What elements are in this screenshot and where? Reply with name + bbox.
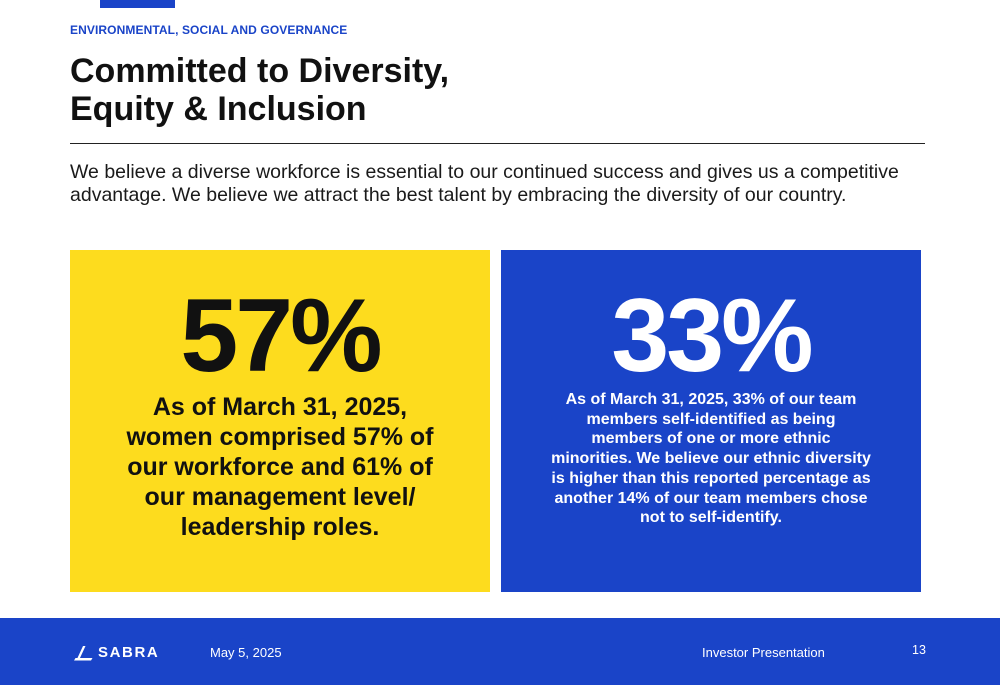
ethnic-diversity-stat-card: 33% As of March 31, 2025, 33% of our tea…: [501, 250, 921, 592]
ethnic-stat-value: 33%: [611, 278, 813, 394]
women-stat-card: 57% As of March 31, 2025, women comprise…: [70, 250, 490, 592]
women-stat-description: As of March 31, 2025, women comprised 57…: [126, 393, 434, 541]
top-accent-bar: [100, 0, 175, 8]
section-eyebrow: ENVIRONMENTAL, SOCIAL AND GOVERNANCE: [70, 23, 348, 37]
page-title: Committed to Diversity, Equity & Inclusi…: [70, 52, 770, 128]
title-line-2: Equity & Inclusion: [70, 90, 367, 128]
sabra-logo: SABRA: [74, 644, 159, 661]
title-line-1: Committed to Diversity,: [70, 52, 450, 90]
logo-wordmark: SABRA: [98, 644, 160, 661]
title-divider: [70, 143, 925, 144]
page-number: 13: [912, 643, 926, 657]
sabra-logo-icon: [74, 645, 93, 660]
footer-bar: SABRA May 5, 2025 Investor Presentation …: [0, 618, 1000, 685]
intro-paragraph: We believe a diverse workforce is essent…: [70, 161, 899, 206]
footer-date: May 5, 2025: [210, 645, 282, 660]
women-stat-value: 57%: [180, 278, 382, 394]
ethnic-stat-description: As of March 31, 2025, 33% of our team me…: [551, 391, 871, 527]
footer-presentation-label: Investor Presentation: [702, 645, 825, 660]
